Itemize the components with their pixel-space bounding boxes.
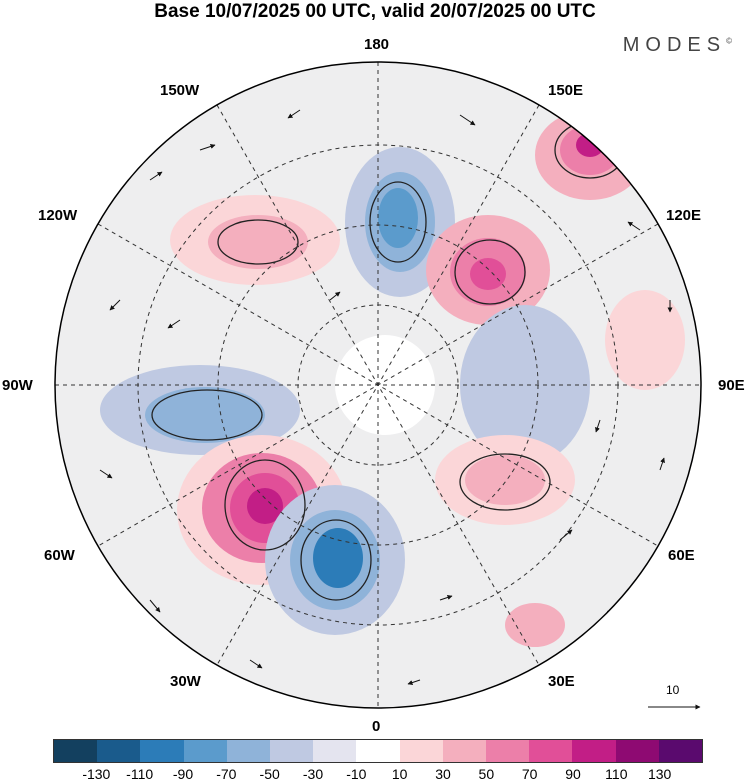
wind-vector (99, 469, 113, 479)
colorbar-swatch (615, 740, 659, 762)
wind-vector (559, 529, 573, 541)
colorbar-tick-label: -10 (346, 766, 367, 782)
colorbar-tick-label: -110 (126, 766, 154, 782)
contour-line (217, 219, 299, 265)
wind-vector (329, 291, 341, 301)
polar-map (54, 61, 702, 710)
anomaly-negative-area (460, 305, 590, 465)
anomaly-positive-area (208, 215, 308, 269)
lon-label-150w: 150W (160, 82, 200, 99)
contour-line (151, 389, 263, 441)
wind-vector (149, 171, 163, 181)
colorbar-swatch (183, 740, 227, 762)
colorbar-tick-label: 130 (647, 766, 672, 782)
lon-label-120e: 120E (666, 207, 702, 224)
colorbar-swatch (270, 740, 314, 762)
wind-vector (167, 319, 181, 329)
colorbar-swatch (399, 740, 443, 762)
colorbar-tick-label: 110 (605, 766, 628, 782)
colorbar-swatch (529, 740, 573, 762)
colorbar-swatch (313, 740, 357, 762)
lon-label-120w: 120W (38, 207, 78, 224)
colorbar-swatch (658, 740, 703, 762)
wind-vector (109, 299, 121, 311)
modes-logo: MODES© (622, 34, 732, 56)
colorbar-swatch (356, 740, 400, 762)
colorbar-tick-label: 70 (521, 766, 538, 782)
contour-line (454, 239, 526, 305)
lon-label-150e: 150E (548, 82, 584, 99)
anomaly-positive-area (576, 133, 604, 157)
colorbar-swatch (486, 740, 530, 762)
colorbar-tick-label: 30 (435, 766, 451, 782)
anomaly-positive-area (605, 290, 685, 390)
meridian-line (97, 223, 659, 547)
contour-line (224, 459, 306, 551)
map-title: Base 10/07/2025 00 UTC, valid 20/07/2025… (154, 1, 596, 22)
wind-vector (287, 109, 301, 119)
colorbar-tick-label: -70 (216, 766, 237, 782)
colorbar-tick-label: 10 (391, 766, 408, 782)
lon-label-60e: 60E (668, 547, 695, 564)
wind-vector (199, 144, 216, 151)
wind-vector (659, 457, 665, 471)
colorbar-tick-label: -130 (82, 766, 111, 782)
wind-vector (149, 599, 161, 613)
colorbar-swatch (442, 740, 487, 762)
colorbar-tick-label: 50 (478, 766, 495, 782)
reference-vector-label: 10 (666, 683, 680, 697)
wind-vector (459, 114, 476, 126)
wind-vector (439, 595, 453, 601)
lon-label-0: 0 (372, 718, 381, 735)
anomaly-positive-area (247, 488, 283, 524)
anomaly-positive-area (505, 603, 565, 647)
colorbar-tick-label: 90 (565, 766, 581, 782)
wind-vector (627, 221, 641, 231)
colorbar-tick-label: -30 (302, 766, 324, 782)
wind-vector (595, 419, 601, 433)
lon-label-60w: 60W (44, 547, 75, 564)
lon-label-30e: 30E (548, 673, 575, 690)
colorbar-swatch (54, 740, 98, 762)
colorbar-swatch (572, 740, 616, 762)
colorbar (53, 739, 703, 763)
contour-line (369, 181, 427, 263)
contour-line (300, 519, 372, 601)
colorbar-tick-label: -90 (172, 766, 194, 782)
wind-vector (249, 659, 263, 669)
anomaly-negative-area (145, 387, 265, 443)
anomaly-positive-area (470, 258, 506, 290)
lon-label-90e: 90E (718, 377, 745, 394)
anomaly-negative-area (313, 528, 363, 588)
lon-label-180: 180 (364, 36, 390, 53)
colorbar-tick-label: -50 (259, 766, 280, 782)
wind-vector (407, 679, 421, 685)
anomaly-negative-area (378, 188, 418, 248)
contour-line (459, 453, 551, 511)
colorbar-swatch (97, 740, 141, 762)
colorbar-swatch (140, 740, 184, 762)
map-boundary (54, 61, 702, 709)
lon-label-90w: 90W (2, 377, 33, 394)
colorbar-swatch (226, 740, 271, 762)
anomaly-positive-area (465, 455, 545, 505)
lon-label-30w: 30W (170, 673, 201, 690)
